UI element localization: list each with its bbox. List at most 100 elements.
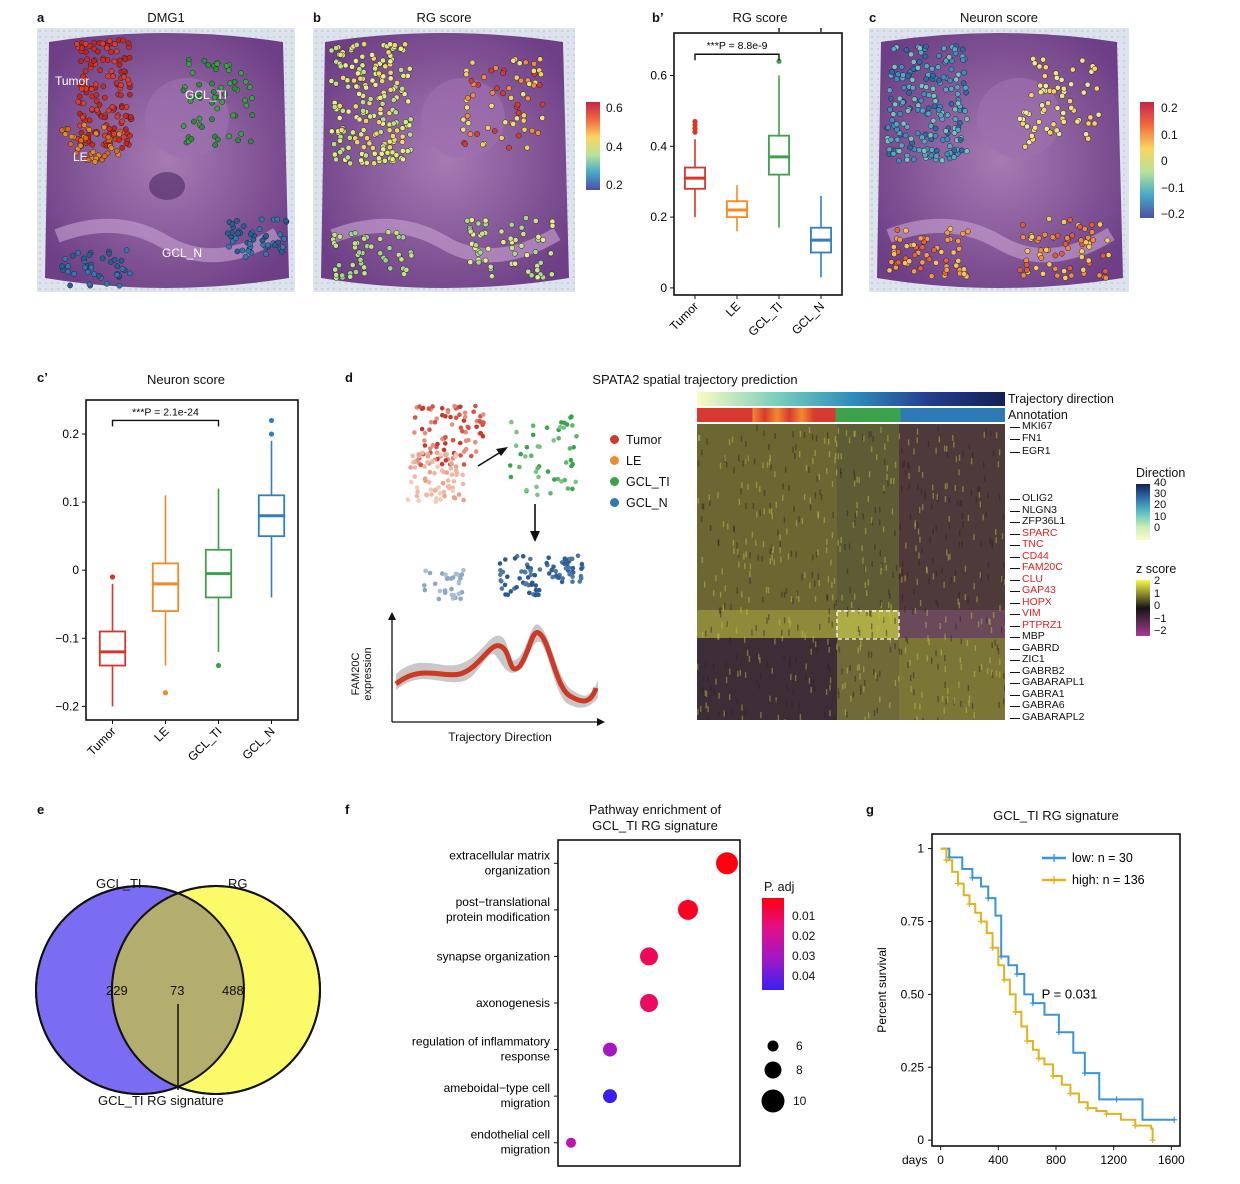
tissue-spot — [1040, 270, 1046, 277]
heatmap-cell — [848, 437, 851, 444]
heatmap-cell — [989, 538, 991, 545]
trajectory-spot — [412, 415, 418, 420]
tissue-spot — [537, 56, 543, 63]
censor-mark — [985, 895, 992, 902]
heatmap-cell — [788, 660, 791, 667]
tissue-spot — [127, 91, 133, 98]
x-tick-label: 800 — [1046, 1153, 1066, 1167]
heatmap-cell — [859, 645, 861, 652]
trajectory-spot — [469, 453, 474, 459]
tissue-spot — [955, 238, 962, 244]
heatmap-cell — [801, 574, 803, 581]
tissue-spot — [947, 77, 953, 84]
heatmap — [697, 424, 1005, 720]
tissue-spot — [502, 119, 509, 126]
tissue-spot — [923, 76, 930, 82]
heatmap-cell — [866, 590, 868, 596]
heatmap-cell — [828, 451, 831, 458]
heatmap-cell — [820, 494, 823, 501]
heatmap-cell — [728, 439, 731, 446]
heatmap-cell — [697, 708, 699, 715]
outlier — [162, 690, 169, 696]
trajectory-spot — [416, 452, 421, 457]
tissue-spot — [62, 131, 69, 138]
heatmap-cell — [990, 669, 993, 676]
heatmap-cell — [977, 621, 980, 628]
heatmap-cell — [894, 617, 896, 624]
tissue-spot — [1024, 248, 1031, 254]
trajectory-legend: Tumor LE GCL_TI GCL_N — [610, 430, 670, 514]
panel-f-title: Pathway enrichment of GCL_TI RG signature — [588, 802, 722, 833]
tissue-spot — [944, 112, 951, 118]
tissue-spot — [86, 281, 93, 288]
gene-tick — [1010, 591, 1020, 593]
tissue-spot — [337, 233, 343, 240]
tissue-spot — [532, 218, 539, 224]
tissue-spot — [1077, 224, 1083, 230]
heatmap-cell — [925, 621, 927, 628]
tissue-spot — [398, 256, 405, 263]
tissue-spot — [1060, 110, 1067, 116]
heatmap-cell — [889, 593, 891, 600]
heatmap-cell — [901, 594, 904, 601]
tissue-spot — [488, 102, 495, 109]
tissue-spot — [118, 82, 124, 89]
tissue-spot — [356, 249, 363, 256]
tissue-spot — [114, 113, 121, 120]
tissue-spot — [398, 67, 404, 73]
trajectory-spot — [513, 443, 519, 448]
heatmap-cell — [826, 467, 828, 474]
trajectory-spot — [523, 454, 528, 459]
heatmap-cell — [959, 616, 962, 622]
tissue-spot — [511, 250, 518, 257]
tissue-spot — [79, 114, 86, 121]
heatmap-cell — [921, 471, 924, 478]
trajectory-spot — [422, 443, 428, 448]
tissue-spot — [531, 61, 537, 67]
tissue-spot — [535, 130, 541, 136]
tissue-spot — [919, 134, 925, 141]
tissue-spot — [489, 273, 495, 280]
tissue-spot — [1037, 89, 1044, 96]
y-tick-label: 0.2 — [650, 210, 667, 224]
heatmap-cell — [722, 604, 725, 611]
significance-bracket — [694, 53, 780, 61]
tissue-spot — [536, 82, 543, 88]
tissue-spot — [1062, 275, 1069, 281]
heatmap-cell — [836, 441, 838, 448]
tissue-spot — [954, 84, 961, 91]
tissue-spot — [119, 118, 126, 125]
heatmap-cell — [958, 681, 960, 688]
trajectory-spot — [445, 576, 451, 581]
heatmap-cell — [968, 443, 970, 450]
heatmap-cell — [704, 690, 707, 697]
tissue-spot — [127, 132, 133, 139]
trajectory-spot — [438, 452, 443, 457]
tissue-spot — [506, 144, 512, 151]
tissue-spot — [234, 218, 240, 224]
heatmap-cell — [853, 431, 855, 437]
tissue-spot — [525, 95, 531, 102]
trajectory-spot — [562, 420, 567, 426]
heatmap-cell — [864, 582, 866, 589]
heatmap-cell — [810, 648, 812, 655]
heatmap-cell — [973, 712, 975, 719]
tissue-spot — [534, 267, 541, 274]
tissue-spot — [510, 121, 517, 127]
heatmap-cell — [932, 573, 935, 580]
heatmap-cell — [810, 686, 812, 693]
pathway-dotplot: extracellular matrixorganizationpost−tra… — [412, 839, 741, 1167]
heatmap-cell — [792, 431, 794, 438]
heatmap-cell — [955, 623, 957, 630]
tissue-spot — [1017, 267, 1023, 273]
tissue-spot — [1038, 255, 1045, 261]
tissue-spot — [387, 144, 393, 151]
heatmap-cell — [823, 437, 826, 444]
tissue-spot — [535, 233, 542, 240]
heatmap-cell — [980, 618, 983, 625]
heatmap-cell — [884, 459, 886, 466]
tissue-spot — [92, 158, 98, 165]
heatmap-cell — [954, 456, 956, 463]
tissue-spot — [259, 237, 266, 244]
trajectory-spot — [416, 498, 421, 503]
